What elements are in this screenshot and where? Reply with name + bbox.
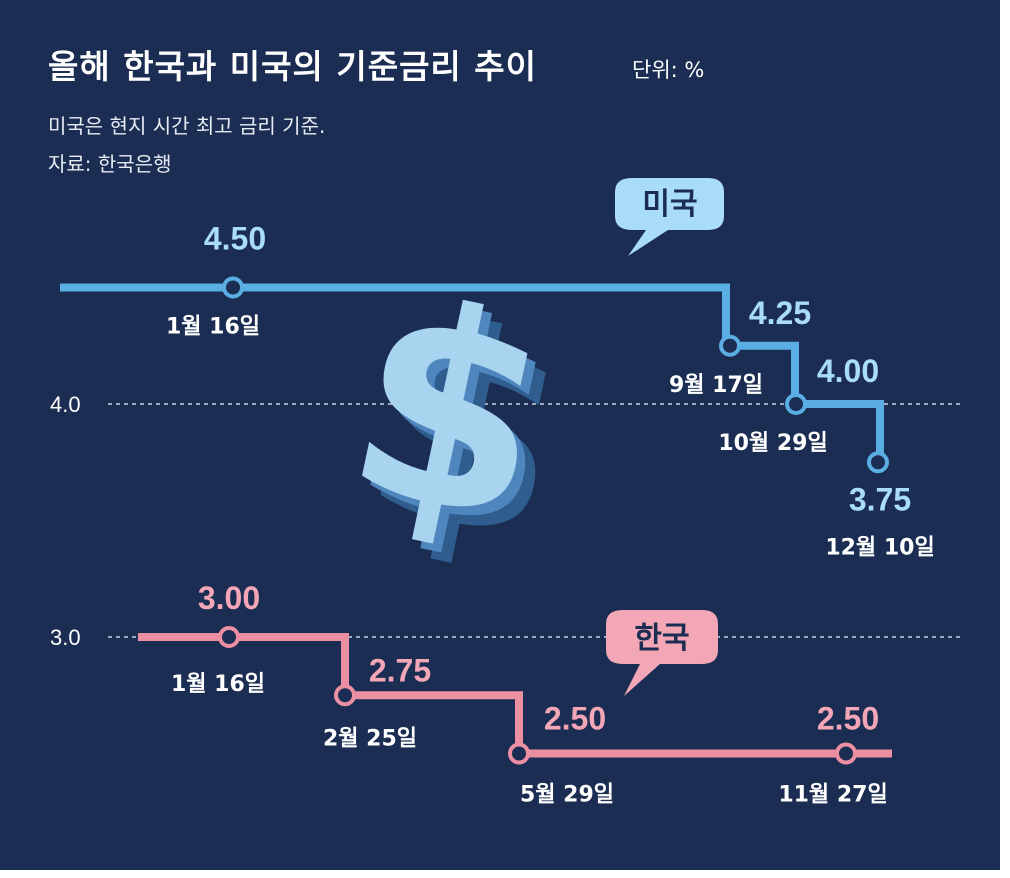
series-layer [60, 276, 892, 765]
date-label-kr: 1월 16일 [171, 672, 265, 697]
legend-bubble-kr: 한국 [606, 610, 718, 696]
date-label-us: 9월 17일 [669, 373, 763, 398]
value-label-us: 4.25 [749, 295, 811, 331]
data-point-us [719, 334, 741, 357]
y-tick-label: 3.0 [50, 625, 81, 650]
data-point-kr [508, 742, 530, 765]
unit-label: 단위: % [632, 58, 705, 82]
dollar-sign-icon: $ $ $ [325, 237, 593, 603]
chart-title: 올해 한국과 미국의 기준금리 추이 [48, 47, 537, 86]
value-label-kr: 2.50 [544, 701, 606, 737]
data-point-us [222, 276, 244, 299]
date-label-us: 10월 29일 [718, 431, 827, 456]
value-label-us: 4.00 [817, 353, 879, 389]
series-line-us [60, 283, 884, 463]
value-label-kr: 2.50 [817, 701, 879, 737]
date-label-kr: 11월 27일 [778, 783, 887, 808]
data-point-kr [334, 684, 356, 707]
gridlines: 3.0 4.0 [50, 392, 960, 650]
value-label-us: 3.75 [849, 481, 911, 517]
data-point-kr [835, 742, 857, 765]
data-point-kr [218, 626, 240, 648]
value-label-kr: 2.75 [369, 652, 431, 688]
data-point-us [867, 451, 889, 474]
legend-us-label: 미국 [642, 187, 697, 222]
date-label-kr: 2월 25일 [323, 726, 417, 751]
chart-subtitle: 미국은 현지 시간 최고 금리 기준. [48, 114, 326, 138]
value-label-us: 4.50 [204, 221, 266, 257]
data-point-us [785, 393, 807, 415]
y-tick-label: 4.0 [50, 392, 81, 417]
label-layer: 4.50 1월 16일 4.25 9월 17일 4.00 10월 29일 3.75 12월 1… [166, 221, 935, 808]
date-label-kr: 5월 29일 [520, 783, 614, 808]
legend-bubble-us: 미국 [615, 178, 724, 256]
legend-kr-label: 한국 [634, 621, 689, 656]
source-label: 자료: 한국은행 [48, 152, 172, 176]
date-label-us: 1월 16일 [166, 315, 260, 340]
series-line-kr [138, 633, 892, 758]
value-label-kr: 3.00 [198, 580, 260, 616]
date-label-us: 12월 10일 [825, 535, 934, 560]
